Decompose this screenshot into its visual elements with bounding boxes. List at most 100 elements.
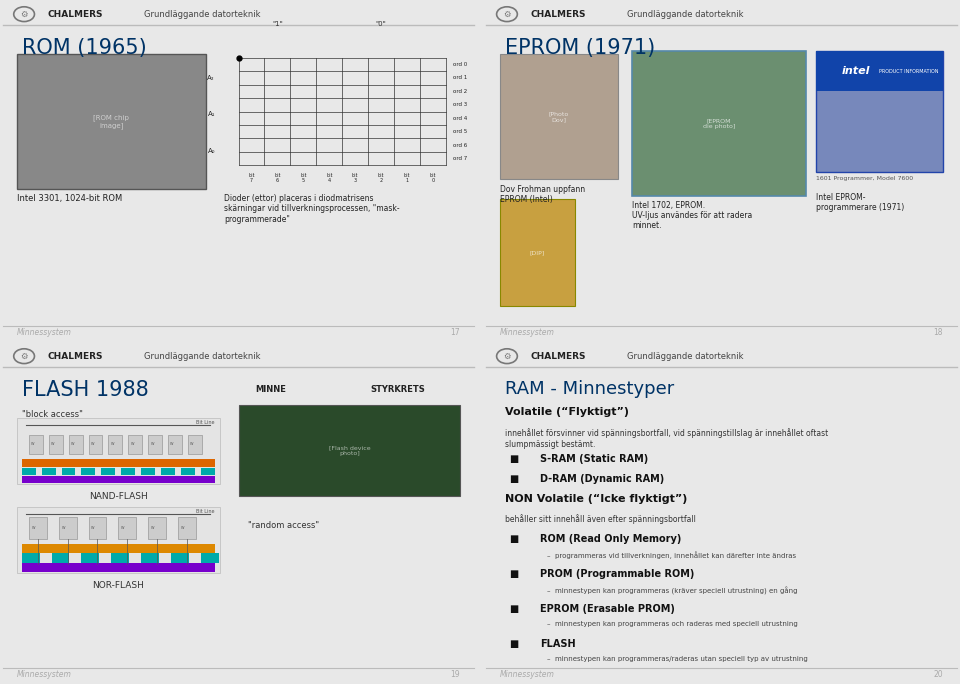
Bar [29,435,43,453]
Text: EPROM (1971): EPROM (1971) [505,38,655,57]
Text: –  minnestypen kan programmeras (kräver speciell utrustning) en gång: – minnestypen kan programmeras (kräver s… [547,587,798,595]
Text: W: W [180,527,184,531]
Text: ord 1: ord 1 [453,75,468,81]
Text: W: W [32,527,35,531]
Text: behåller sitt innehåll även efter spänningsbortfall: behåller sitt innehåll även efter spänni… [505,514,695,524]
Text: ROM (1965): ROM (1965) [22,38,147,57]
Text: ⚙: ⚙ [20,10,28,18]
Text: W: W [91,442,94,446]
Text: 17: 17 [450,328,460,337]
Text: 1601 Programmer, Model 7600: 1601 Programmer, Model 7600 [816,176,913,181]
Text: ord 2: ord 2 [453,89,468,94]
Bar [148,517,166,539]
Text: 19: 19 [450,670,460,679]
Text: ord 6: ord 6 [453,143,468,148]
Text: W: W [170,442,174,446]
Text: NON Volatile (“Icke flyktigt”): NON Volatile (“Icke flyktigt”) [505,494,687,504]
Bar [52,553,69,563]
Bar [238,405,460,495]
Text: W: W [31,442,35,446]
Text: ■: ■ [510,569,518,579]
Bar [161,468,175,475]
Text: [DIP]: [DIP] [530,250,545,255]
Bar [500,55,617,179]
Text: CHALMERS: CHALMERS [48,352,103,360]
Bar [111,553,130,563]
Text: W: W [151,442,154,446]
Text: W: W [110,442,114,446]
Text: CHALMERS: CHALMERS [531,10,586,18]
Bar [22,544,215,553]
Text: ord 4: ord 4 [453,116,468,121]
Text: Minnessystem: Minnessystem [500,670,555,679]
Text: bit
4: bit 4 [326,172,332,183]
Text: ⚙: ⚙ [503,10,511,18]
Text: bit
2: bit 2 [378,172,384,183]
Text: bit
5: bit 5 [300,172,306,183]
Text: Bit Line: Bit Line [197,509,215,514]
Text: [EPROM
die photo]: [EPROM die photo] [703,118,735,129]
Bar [141,468,156,475]
Text: innehållet försvinner vid spänningsbortfall, vid spänningstillslag är innehållet: innehållet försvinner vid spänningsbortf… [505,428,828,449]
Bar [171,553,189,563]
Text: CHALMERS: CHALMERS [48,10,103,18]
Bar [17,419,220,484]
Text: Grundläggande datorteknik: Grundläggande datorteknik [627,10,744,18]
Text: ord 7: ord 7 [453,156,468,161]
Bar [118,517,136,539]
Text: Grundläggande datorteknik: Grundläggande datorteknik [144,10,261,18]
Bar [816,51,943,92]
Text: [ROM chip
image]: [ROM chip image] [93,114,130,129]
Text: W: W [91,527,95,531]
Text: PROM (Programmable ROM): PROM (Programmable ROM) [540,569,694,579]
Bar [108,435,122,453]
Bar [129,435,142,453]
Text: –  minnestypen kan programmeras och raderas med speciell utrustning: – minnestypen kan programmeras och rader… [547,622,798,627]
Text: NAND-FLASH: NAND-FLASH [89,492,148,501]
Bar [180,468,195,475]
Text: S-RAM (Static RAM): S-RAM (Static RAM) [540,453,648,464]
Bar [88,517,107,539]
Text: STYRKRETS: STYRKRETS [371,385,425,394]
Text: Minnessystem: Minnessystem [17,328,72,337]
Bar [82,468,95,475]
Text: A₁: A₁ [207,111,215,117]
Text: FLASH 1988: FLASH 1988 [22,380,149,399]
Text: "0": "0" [375,21,387,27]
Text: 20: 20 [933,670,943,679]
Text: MINNE: MINNE [255,385,286,394]
Text: Dioder (ettor) placeras i diodmatrisens
skärningar vid tillverkningsprocessen, ": Dioder (ettor) placeras i diodmatrisens … [225,194,400,224]
Text: D-RAM (Dynamic RAM): D-RAM (Dynamic RAM) [540,474,664,484]
Text: Grundläggande datorteknik: Grundläggande datorteknik [627,352,744,360]
Text: ⚙: ⚙ [503,352,511,360]
Bar [148,435,162,453]
Text: W: W [131,442,134,446]
Text: Grundläggande datorteknik: Grundläggande datorteknik [144,352,261,360]
Text: bit
7: bit 7 [249,172,254,183]
Text: W: W [121,527,125,531]
Bar [22,553,39,563]
Text: –  minnestypen kan programmeras/raderas utan speciell typ av utrustning: – minnestypen kan programmeras/raderas u… [547,657,807,662]
Text: bit
6: bit 6 [275,172,280,183]
Bar [201,553,219,563]
Text: W: W [190,442,194,446]
Text: CHALMERS: CHALMERS [531,352,586,360]
Text: RAM - Minnestyper: RAM - Minnestyper [505,380,674,397]
Text: ord 3: ord 3 [453,103,468,107]
Text: [Photo
Dov]: [Photo Dov] [549,111,569,122]
Text: "block access": "block access" [22,410,83,419]
Text: ord 0: ord 0 [453,62,468,67]
Text: bit
3: bit 3 [352,172,358,183]
Text: "1": "1" [272,21,283,27]
Text: ROM (Read Only Memory): ROM (Read Only Memory) [540,534,682,544]
Text: Intel 3301, 1024-bit ROM: Intel 3301, 1024-bit ROM [17,194,122,203]
Text: ■: ■ [510,474,518,484]
Bar [22,476,215,483]
Bar [88,435,103,453]
Text: Intel 1702, EPROM.
UV-ljus användes för att radera
minnet.: Intel 1702, EPROM. UV-ljus användes för … [632,200,752,231]
Bar [41,468,56,475]
Text: W: W [51,442,55,446]
Text: Minnessystem: Minnessystem [17,670,72,679]
Text: ■: ■ [510,453,518,464]
Text: ■: ■ [510,534,518,544]
